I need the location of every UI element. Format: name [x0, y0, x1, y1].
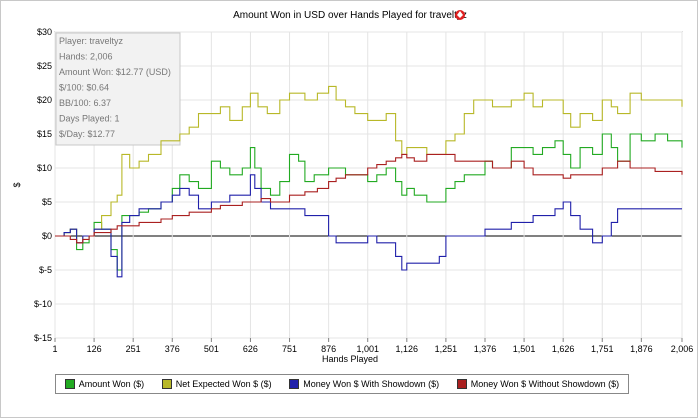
stats-line: Amount Won: $12.77 (USD) [59, 67, 171, 77]
y-tick-label: $25 [37, 61, 52, 71]
y-tick-label: $-15 [34, 333, 52, 343]
legend-swatch [289, 379, 300, 389]
x-tick-label: 1,626 [552, 344, 575, 354]
x-tick-label: 1,126 [396, 344, 419, 354]
series-line-money-won-without-showdown [55, 153, 683, 244]
legend-label: Money Won $ With Showdown ($) [303, 379, 440, 389]
stats-line: $/100: $0.64 [59, 83, 109, 93]
legend-item-without-showdown: Money Won $ Without Showdown ($) [456, 379, 620, 389]
x-axis-label: Hands Played [322, 354, 378, 364]
x-tick-label: 1,251 [435, 344, 458, 354]
stats-line: Hands: 2,006 [59, 52, 113, 62]
series-line-money-won-with-showdown [55, 174, 682, 278]
y-tick-label: $5 [42, 197, 52, 207]
legend-swatch [456, 379, 467, 389]
x-tick-label: 876 [321, 344, 336, 354]
x-tick-label: 626 [243, 344, 258, 354]
legend-swatch [64, 379, 75, 389]
y-tick-label: $15 [37, 129, 52, 139]
y-tick-label: $-10 [34, 299, 52, 309]
y-tick-label: $20 [37, 95, 52, 105]
x-tick-label: 1,501 [513, 344, 536, 354]
y-tick-label: $-5 [39, 265, 52, 275]
x-tick-label: 1,376 [474, 344, 497, 354]
legend-item-with-showdown: Money Won $ With Showdown ($) [289, 379, 439, 389]
stats-line: BB/100: 6.37 [59, 98, 111, 108]
y-tick-label: $0 [42, 231, 52, 241]
legend-label: Amount Won ($) [78, 379, 145, 389]
legend-label: Net Expected Won $ ($) [175, 379, 272, 389]
x-tick-label: 1,751 [591, 344, 614, 354]
stats-line: Player: traveltyz [59, 36, 124, 46]
x-tick-label: 751 [282, 344, 297, 354]
x-tick-label: 1,001 [356, 344, 379, 354]
x-tick-label: 251 [126, 344, 141, 354]
stats-line: Days Played: 1 [59, 114, 120, 124]
stats-box [55, 32, 181, 146]
legend-item-amount-won: Amount Won ($) [64, 379, 145, 389]
x-tick-label: 376 [165, 344, 180, 354]
chart-title: Amount Won in USD over Hands Played for … [233, 10, 467, 21]
legend-label: Money Won $ Without Showdown ($) [470, 379, 620, 389]
x-tick-label: 501 [204, 344, 219, 354]
poker-icon [455, 10, 465, 20]
x-tick-label: 1,876 [630, 344, 653, 354]
y-tick-label: $30 [37, 27, 52, 37]
y-tick-label: $10 [37, 163, 52, 173]
x-tick-label: 1 [52, 344, 57, 354]
y-axis-label: $ [12, 182, 22, 187]
chart-legend: Amount Won ($) Net Expected Won $ ($) Mo… [55, 374, 629, 394]
legend-item-net-expected: Net Expected Won $ ($) [161, 379, 272, 389]
series-line-net-expected-won [55, 85, 683, 244]
stats-line: $/Day: $12.77 [59, 129, 115, 139]
x-tick-label: 2,006 [671, 344, 694, 354]
legend-swatch [161, 379, 172, 389]
x-tick-label: 126 [87, 344, 102, 354]
